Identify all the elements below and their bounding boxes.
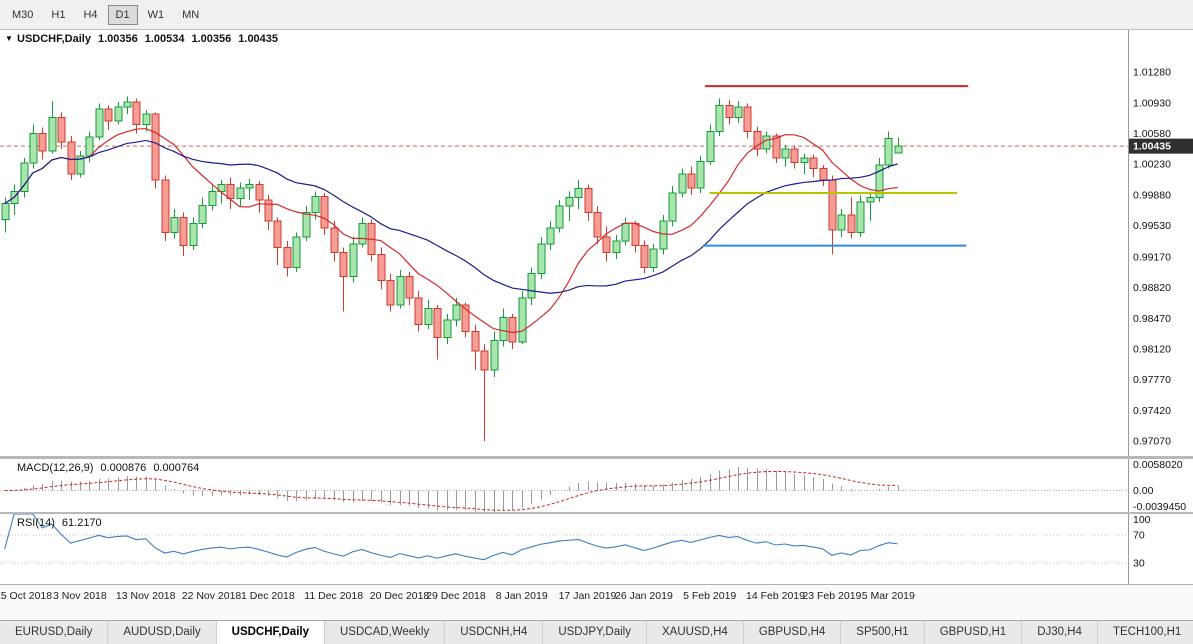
price-axis-tick: 0.99170 — [1133, 252, 1171, 264]
timeframe-button-h4[interactable]: H4 — [83, 8, 98, 21]
tab-xauusd-h4[interactable]: XAUUSD,H4 — [647, 621, 744, 644]
tab-usdcad-weekly[interactable]: USDCAD,Weekly — [325, 621, 446, 644]
rsi-axis-tick: 100 — [1133, 514, 1151, 526]
timeframe-button-d1[interactable]: D1 — [107, 4, 138, 25]
rsi-indicator-panel: 100 70 30 RSI(14) 61.2170 — [0, 514, 1193, 584]
date-label: 5 Feb 2019 — [683, 590, 737, 602]
date-label: 3 Nov 2018 — [53, 590, 107, 602]
candles — [1, 96, 903, 442]
date-label: 29 Dec 2018 — [426, 590, 486, 602]
timeframe-button-mn[interactable]: MN — [182, 8, 200, 21]
date-label: 14 Feb 2019 — [746, 590, 805, 602]
date-label: 20 Dec 2018 — [369, 590, 430, 602]
price-axis-tick: 0.97420 — [1133, 405, 1171, 417]
price-axis-tick: 0.98470 — [1133, 313, 1171, 325]
timeframe-button-w1[interactable]: W1 — [147, 8, 165, 21]
date-label: 26 Jan 2019 — [614, 590, 673, 602]
panel-divider[interactable] — [0, 512, 1193, 514]
current-price-badge — [1129, 138, 1193, 154]
fast-ma — [4, 128, 898, 334]
current-price-value: 1.00435 — [1133, 141, 1171, 153]
candlestick-chart[interactable]: 1.01280 1.00930 1.00580 1.00230 0.99880 0.995… — [0, 30, 1193, 456]
tab-usdcnh-h4[interactable]: USDCNH,H4 — [445, 621, 544, 644]
timeframe-button-h1[interactable]: H1 — [51, 8, 66, 21]
date-label: 5 Mar 2019 — [861, 590, 915, 602]
date-label: 1 Dec 2018 — [241, 590, 295, 602]
date-label: 22 Nov 2018 — [181, 590, 242, 602]
tab-eurusd-daily[interactable]: EURUSD,Daily — [0, 621, 109, 644]
tab-gbpusd-h1[interactable]: GBPUSD,H1 — [925, 621, 1023, 644]
price-axis-tick: 1.01280 — [1133, 67, 1171, 79]
tab-sp500-h1[interactable]: SP500,H1 — [841, 621, 925, 644]
date-label: 23 Feb 2019 — [802, 590, 862, 602]
macd-histogram — [14, 467, 899, 512]
slow-ma — [4, 139, 898, 294]
rsi-axis-tick: 70 — [1133, 530, 1145, 542]
macd-axis-tick: -0.0039450 — [1133, 501, 1186, 512]
price-axis-tick: 0.97070 — [1133, 436, 1171, 448]
date-label: 13 Nov 2018 — [115, 590, 176, 602]
chevron-down-icon[interactable]: ▼ — [5, 34, 13, 43]
macd-axis-tick: 0.00 — [1133, 485, 1154, 497]
panel-divider[interactable] — [0, 456, 1193, 459]
tab-audusd-daily[interactable]: AUDUSD,Daily — [108, 621, 217, 644]
price-axis-tick: 0.99880 — [1133, 189, 1171, 201]
chart-tabs-bar: EURUSD,Daily AUDUSD,Daily USDCHF,Daily USDC… — [0, 620, 1193, 644]
tab-usdchf-daily[interactable]: USDCHF,Daily — [216, 621, 325, 644]
price-chart-panel: 1.01280 1.00930 1.00580 1.00230 0.99880 0.995… — [0, 30, 1193, 456]
tab-dj30-h4[interactable]: DJ30,H4 — [1022, 621, 1098, 644]
macd-axis-tick: 0.0058020 — [1133, 459, 1183, 471]
price-axis-tick: 0.97770 — [1133, 374, 1171, 386]
tab-gbpusd-h4[interactable]: GBPUSD,H4 — [744, 621, 842, 644]
timeframe-toolbar: M30 H1 H4 D1 W1 MN — [0, 0, 1193, 30]
date-label: 8 Jan 2019 — [495, 590, 548, 602]
macd-chart[interactable]: 0.0058020 0.00 -0.0039450 — [0, 459, 1193, 512]
rsi-chart[interactable]: 100 70 30 — [0, 514, 1193, 584]
time-axis[interactable]: 25 Oct 2018 3 Nov 2018 13 Nov 2018 22 Nov 2… — [0, 584, 1193, 620]
date-label: 25 Oct 2018 — [0, 590, 53, 602]
date-label: 11 Dec 2018 — [304, 590, 364, 602]
macd-signal-line — [4, 470, 898, 511]
rsi-line — [4, 514, 898, 561]
tab-usdjpy-daily[interactable]: USDJPY,Daily — [543, 621, 647, 644]
price-axis-tick: 0.98820 — [1133, 282, 1171, 294]
timeframe-button-m30[interactable]: M30 — [12, 8, 34, 21]
price-axis-tick: 0.98120 — [1133, 344, 1171, 356]
price-axis-tick: 1.00930 — [1133, 97, 1171, 109]
price-axis-tick: 0.99530 — [1133, 220, 1171, 232]
price-axis-tick: 1.00230 — [1133, 159, 1171, 171]
price-axis-tick: 1.00580 — [1133, 128, 1171, 140]
tab-tech100-h1[interactable]: TECH100,H1 — [1098, 621, 1193, 644]
date-label: 17 Jan 2019 — [558, 590, 617, 602]
rsi-axis-tick: 30 — [1133, 558, 1145, 570]
macd-indicator-panel: 0.0058020 0.00 -0.0039450 MACD(12,26,9) 0.… — [0, 459, 1193, 512]
